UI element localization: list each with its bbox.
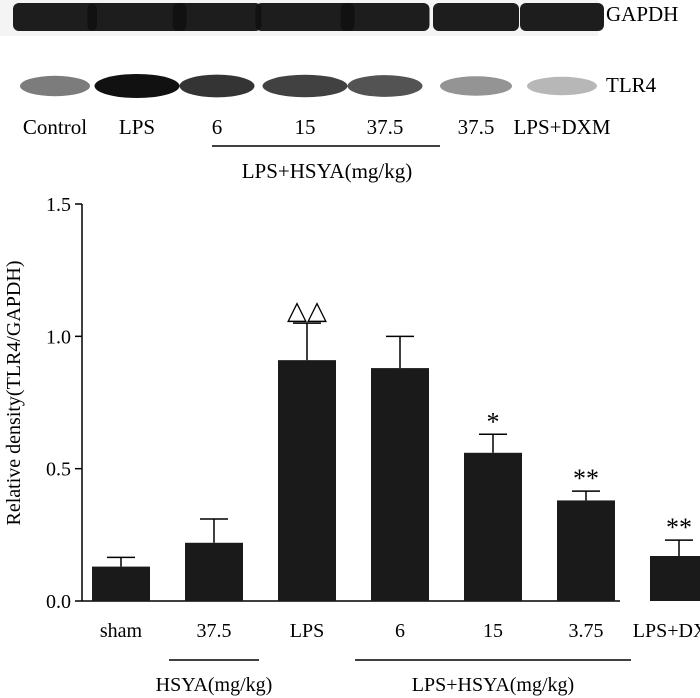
blot-group-label: LPS+HSYA(mg/kg) [242, 159, 413, 183]
error-bars [107, 322, 693, 567]
significance-mark: * [487, 407, 500, 436]
group-label: HSYA(mg/kg) [156, 674, 273, 696]
bar [278, 360, 336, 601]
x-tick-label: sham [100, 620, 143, 642]
x-tick-label: 3.75 [569, 620, 604, 642]
significance-mark: △△ [287, 296, 327, 325]
tlr4-band [440, 76, 512, 96]
lane-label: 6 [212, 115, 223, 139]
y-tick-label: 0.5 [46, 459, 71, 481]
lane-label: 15 [295, 115, 316, 139]
lane-label: LPS+DXM [513, 115, 610, 139]
gapdh-band [520, 3, 604, 31]
bar [92, 566, 150, 601]
lane-label: LPS [119, 115, 155, 139]
y-tick-label: 1.0 [46, 326, 71, 348]
x-tick-label: 6 [395, 620, 405, 642]
tlr4-band [347, 75, 423, 97]
group-label: LPS+HSYA(mg/kg) [412, 674, 574, 696]
gapdh-band [255, 3, 355, 31]
bar-chart: 0.00.51.01.5 △△***** sham 37.5 LPS 6 15 3.75 L… [3, 194, 700, 696]
bar [650, 556, 700, 601]
x-tick-label: LPS [290, 620, 324, 642]
lane-labels: Control LPS 6 15 37.5 37.5 LPS+DXM [23, 115, 611, 139]
tlr4-band [179, 74, 255, 98]
gapdh-band [87, 3, 187, 31]
gapdh-band [340, 3, 430, 31]
tlr4-band [262, 74, 348, 98]
gapdh-band [172, 3, 262, 31]
lane-label: 37.5 [367, 115, 404, 139]
band-label-tlr4: TLR4 [606, 73, 657, 97]
bars [92, 360, 700, 601]
x-tick-label: 37.5 [197, 620, 232, 642]
tlr4-band [527, 76, 597, 96]
lane-label: Control [23, 115, 87, 139]
bar [371, 368, 429, 601]
x-tick-label: 15 [483, 620, 503, 642]
significance-mark: ** [666, 513, 692, 542]
gapdh-band [433, 3, 519, 31]
tlr4-band [94, 74, 180, 98]
lane-label: 37.5 [458, 115, 495, 139]
gapdh-band [13, 3, 97, 31]
x-tick-label: LPS+DXM [633, 620, 700, 642]
x-tick-labels: sham 37.5 LPS 6 15 3.75 LPS+DXM [100, 620, 700, 642]
bar [185, 542, 243, 601]
western-blot: GAPDH TLR4 Control LPS 6 15 37.5 37.5 LPS+DXM … [0, 0, 678, 183]
significance-mark: ** [573, 464, 599, 493]
bar [557, 500, 615, 601]
significance-marks: △△***** [287, 296, 692, 542]
tlr4-band [20, 75, 90, 97]
band-label-gapdh: GAPDH [606, 2, 678, 26]
y-tick-label: 1.5 [46, 194, 71, 216]
group-brackets: HSYA(mg/kg) LPS+HSYA(mg/kg) [156, 659, 631, 696]
y-tick-label: 0.0 [46, 591, 71, 613]
y-axis-title: Relative density(TLR4/GAPDH) [3, 261, 25, 526]
gapdh-bands [13, 3, 604, 31]
tlr4-bands [20, 74, 597, 98]
bar [464, 452, 522, 601]
y-axis: 0.0 0.5 1.0 1.5 [46, 194, 83, 613]
